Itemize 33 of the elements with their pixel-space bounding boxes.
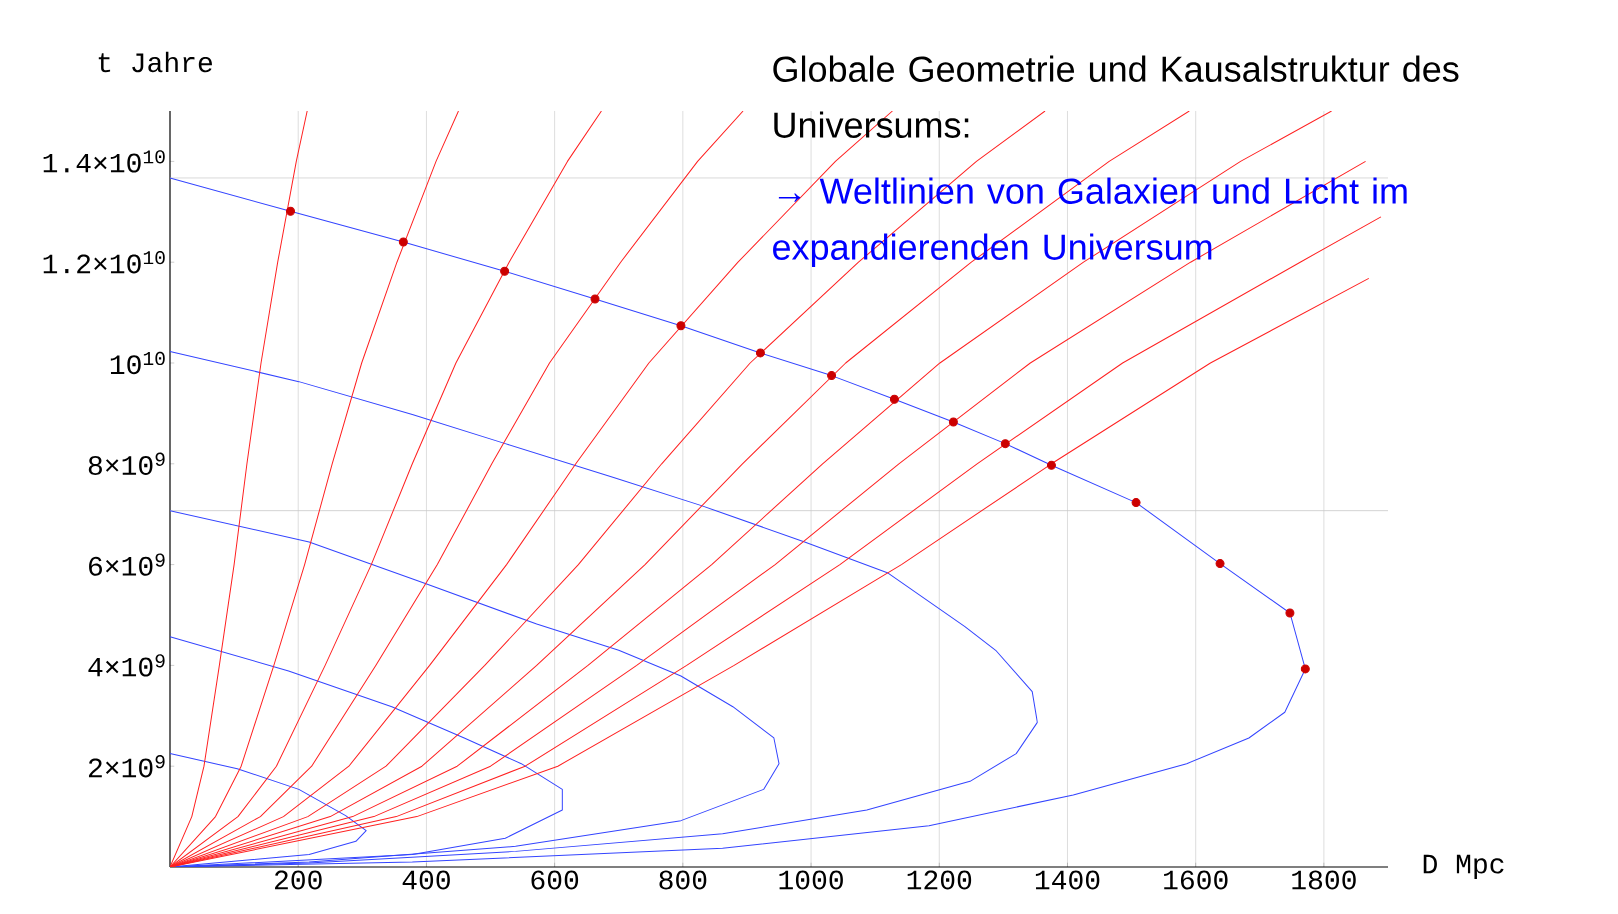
y-tick-label: 10$^{10}$: [110, 351, 165, 375]
x-tick-label: 400: [402, 870, 450, 890]
x-tick-label: 1400: [1035, 870, 1100, 890]
point: [1300, 664, 1310, 674]
y-tick-label: 1.2×10$^{10}$: [43, 250, 165, 274]
point: [286, 206, 296, 216]
point: [948, 417, 958, 427]
y-tick-label: 8×10$^{9}$: [88, 452, 165, 475]
x-tick-label: 800: [659, 870, 707, 890]
point: [590, 294, 600, 304]
point: [398, 237, 408, 247]
y-tick-label: 2×10$^{9}$: [88, 754, 165, 778]
y-axis-title: t Jahre: [98, 51, 212, 73]
y-tick-label: 1.4×10$^{10}$: [43, 150, 165, 173]
x-tick-label: 1200: [907, 870, 972, 890]
point: [827, 371, 837, 381]
point: [1000, 439, 1010, 449]
x-tick-label: 600: [531, 870, 579, 890]
y-tick-label: 4×10$^{9}$: [88, 654, 165, 677]
x-axis-title: D Mpc: [1423, 854, 1504, 880]
point: [1215, 559, 1225, 569]
point: [1285, 608, 1295, 618]
point: [1131, 498, 1141, 508]
point: [500, 266, 510, 276]
point: [755, 348, 765, 358]
x-tick-label: 1800: [1292, 870, 1356, 890]
point: [1046, 460, 1056, 470]
x-tick-label: 1000: [779, 870, 843, 890]
point: [676, 321, 686, 331]
x-tick-label: 200: [274, 870, 322, 890]
point: [889, 394, 899, 404]
x-tick-label: 1600: [1164, 870, 1228, 890]
y-tick-label: 6×10$^{9}$: [89, 553, 165, 576]
